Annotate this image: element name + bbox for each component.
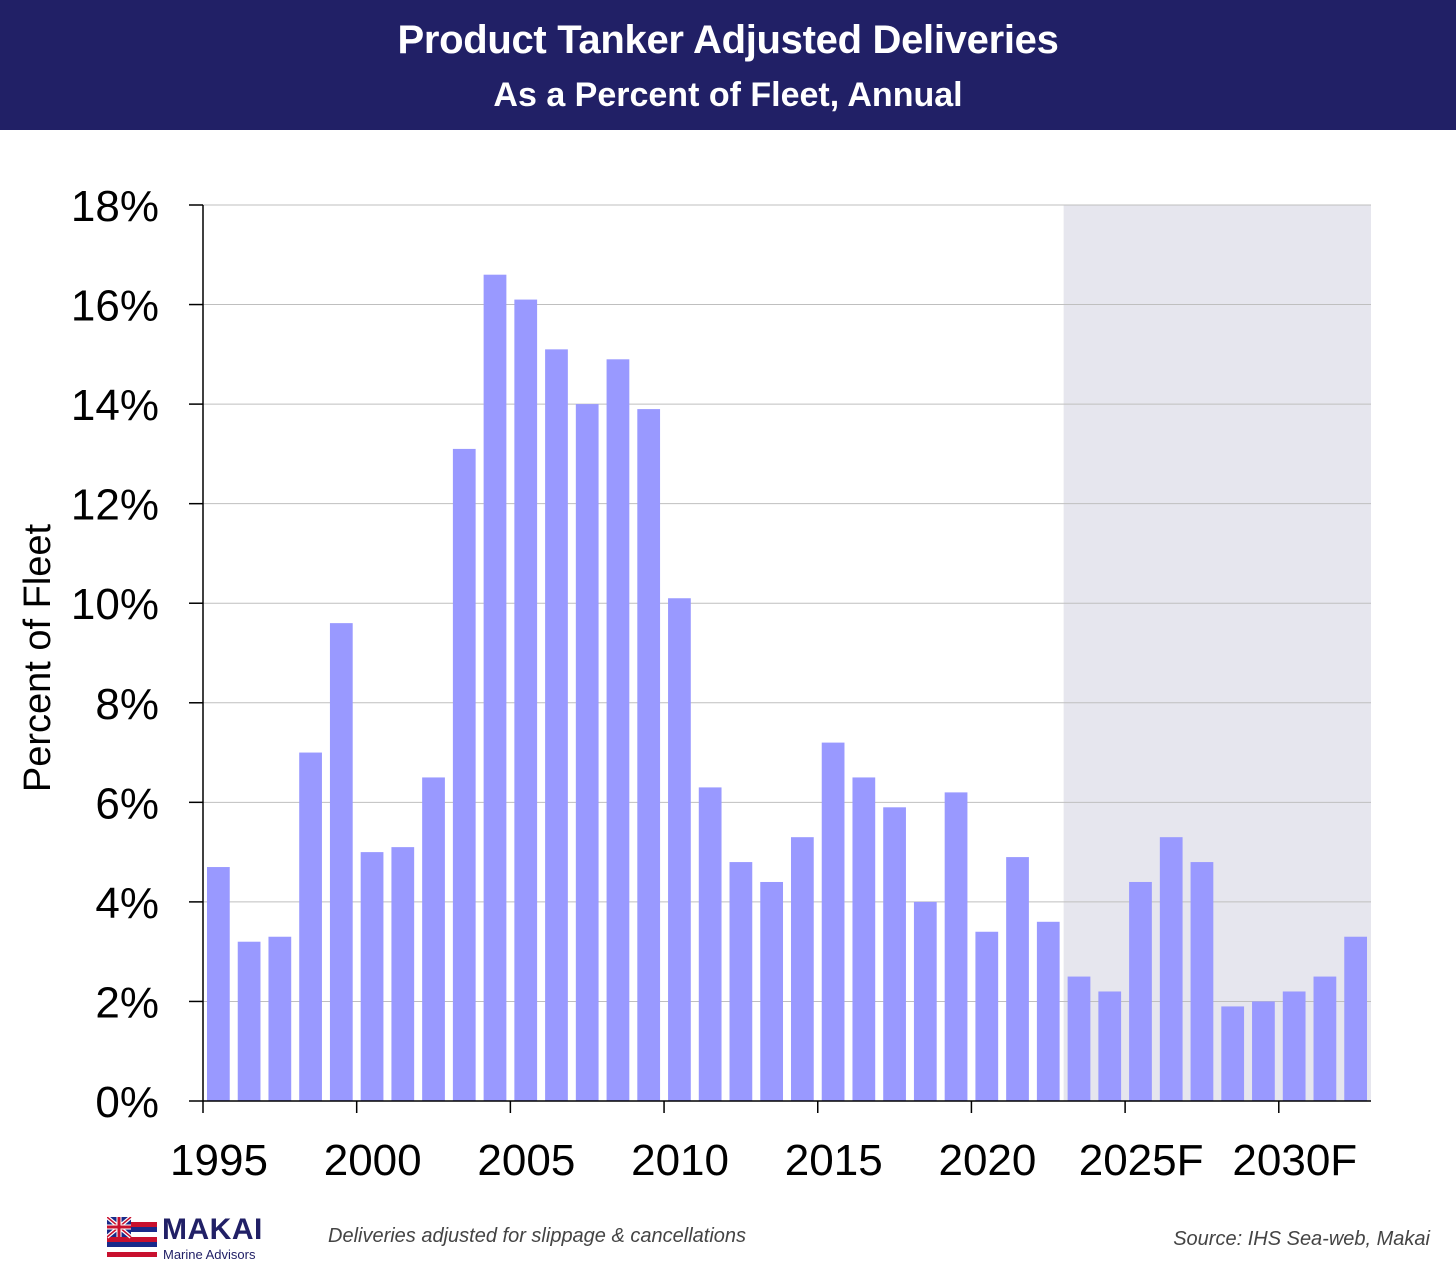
- bar-1995: [206, 867, 230, 1101]
- bar-2025: [1129, 881, 1152, 1101]
- y-tick-label: 14%: [71, 381, 159, 430]
- bar-2014: [790, 837, 814, 1101]
- bar-2008: [606, 359, 630, 1101]
- bar-2023: [1067, 976, 1091, 1101]
- y-tick-label: 2%: [95, 978, 159, 1027]
- bar-2004: [483, 274, 507, 1101]
- y-tick-label: 12%: [71, 481, 159, 530]
- x-tick-label: 2000: [324, 1136, 422, 1185]
- bar-1999: [329, 623, 353, 1101]
- y-tick-label: 16%: [71, 282, 159, 331]
- bar-2026: [1159, 837, 1183, 1101]
- bar-chart: 0% 2% 4% 6% 8% 10% 12% 14% 16% 18% 1995 2000 2005 201…: [17, 182, 1371, 1185]
- y-tick-label: 10%: [71, 580, 159, 629]
- bar-2017: [883, 807, 906, 1101]
- y-axis-title: Percent of Fleet: [17, 523, 59, 792]
- bar-2021: [1006, 857, 1029, 1101]
- bar-2027: [1190, 862, 1214, 1101]
- bar-2018: [913, 901, 937, 1101]
- bar-2022: [1036, 921, 1060, 1101]
- bar-2003: [452, 448, 476, 1101]
- bar-2000: [360, 852, 384, 1101]
- chart-subtitle: As a Percent of Fleet, Annual: [493, 76, 963, 114]
- bar-2020: [975, 931, 999, 1101]
- bar-2013: [760, 881, 784, 1101]
- bar-2006: [545, 349, 568, 1101]
- bar-2011: [698, 787, 722, 1101]
- makai-logo: MAKAI Marine Advisors: [105, 1213, 277, 1262]
- chart-header: Product Tanker Adjusted Deliveries As a …: [0, 0, 1456, 130]
- bar-2015: [821, 742, 845, 1101]
- x-tick-label: 2025F: [1079, 1136, 1204, 1185]
- y-tick-label: 8%: [95, 680, 159, 729]
- x-tick-label: 2030F: [1232, 1136, 1357, 1185]
- bar-2010: [668, 598, 691, 1101]
- chart-title: Product Tanker Adjusted Deliveries: [397, 18, 1059, 62]
- bar-2028: [1221, 1006, 1245, 1101]
- bar-2016: [852, 777, 876, 1101]
- forecast-shading: [1063, 205, 1371, 1101]
- y-tick-label: 18%: [71, 182, 159, 231]
- bar-1997: [268, 936, 292, 1101]
- y-tick-label: 4%: [95, 879, 159, 928]
- y-tick-label: 6%: [95, 779, 159, 828]
- bar-2031: [1313, 976, 1337, 1101]
- bar-2002: [422, 777, 445, 1101]
- bar-2024: [1098, 991, 1122, 1101]
- logo-subtitle: Marine Advisors: [163, 1247, 256, 1262]
- bar-2012: [729, 862, 753, 1101]
- bar-2001: [391, 847, 415, 1101]
- bar-1996: [237, 941, 261, 1101]
- x-tick-label: 2005: [477, 1136, 575, 1185]
- source-note: Source: IHS Sea-web, Makai: [1173, 1228, 1430, 1250]
- bar-2032: [1344, 936, 1368, 1101]
- bar-2019: [944, 792, 968, 1101]
- bar-2030: [1282, 991, 1306, 1101]
- x-tick-label: 2010: [631, 1136, 729, 1185]
- bar-2005: [514, 299, 538, 1102]
- x-tick-label: 2020: [938, 1136, 1036, 1185]
- logo-name: MAKAI: [162, 1213, 263, 1246]
- y-tick-label: 0%: [95, 1078, 159, 1127]
- x-tick-label: 1995: [170, 1136, 268, 1185]
- hawaii-flag-icon: [105, 1215, 157, 1257]
- x-tick-label: 2015: [785, 1136, 883, 1185]
- bar-1998: [299, 752, 322, 1101]
- bar-2029: [1252, 1001, 1275, 1101]
- footnote: Deliveries adjusted for slippage & cance…: [328, 1225, 747, 1247]
- bar-2007: [575, 404, 599, 1102]
- bar-2009: [637, 409, 661, 1102]
